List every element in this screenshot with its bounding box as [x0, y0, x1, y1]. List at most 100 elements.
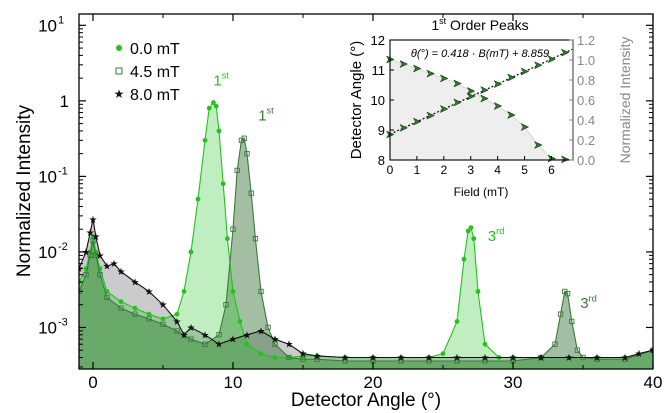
inset-x-tick-label: 1	[414, 163, 421, 177]
data-point: ★	[271, 335, 280, 346]
data-point	[225, 236, 230, 242]
inset-point	[520, 67, 530, 76]
data-point: ★	[86, 228, 95, 239]
data-point	[132, 311, 138, 317]
inset-point	[412, 64, 422, 73]
data-point	[398, 358, 404, 364]
y-tick-label: 10	[38, 318, 57, 337]
data-point	[202, 137, 208, 143]
data-point: ★	[313, 351, 322, 362]
data-point	[104, 294, 110, 301]
inset-point	[506, 73, 516, 82]
data-point	[454, 358, 460, 364]
data-point	[230, 226, 236, 232]
x-tick-label: 20	[364, 373, 383, 392]
data-point	[216, 128, 222, 134]
data-point	[272, 341, 278, 347]
data-point: ★	[201, 330, 210, 341]
inset-y2-tick-label: 0.8	[577, 73, 595, 88]
data-point	[188, 249, 194, 255]
inset-x-tick-label: 5	[521, 163, 528, 177]
data-point	[258, 351, 264, 357]
main-plot-areas	[79, 102, 653, 369]
data-point: ★	[103, 262, 112, 273]
inset-point	[520, 122, 530, 132]
y-tick-label: 1	[60, 92, 69, 111]
inset-point	[466, 92, 476, 101]
data-point: ★	[397, 353, 406, 364]
data-point	[426, 358, 432, 364]
data-point	[237, 319, 243, 324]
data-point	[174, 311, 180, 317]
data-point: ★	[117, 267, 126, 278]
legend-marker	[115, 67, 123, 75]
inset-point	[560, 48, 570, 57]
data-point: ★	[369, 353, 378, 364]
data-point: ★	[425, 353, 434, 364]
inset-y2-tick-label: 0.0	[577, 153, 595, 168]
data-point	[181, 289, 187, 294]
data-point: ★	[131, 277, 140, 288]
inset-y-tick-label: 11	[372, 63, 386, 78]
data-point	[244, 151, 250, 157]
series-area-0	[79, 102, 653, 369]
inset-point	[426, 69, 435, 78]
inset-point	[493, 80, 503, 89]
y-tick-exponent: 1	[58, 14, 64, 26]
inset-y-tick-label: 9	[378, 123, 385, 138]
data-point	[461, 256, 467, 262]
data-point	[213, 103, 219, 109]
data-point	[248, 190, 254, 196]
inset-point	[480, 94, 489, 103]
data-point	[230, 289, 236, 294]
y-tick-exponent: -2	[58, 241, 68, 253]
data-point	[252, 235, 259, 242]
inset-point	[493, 101, 503, 111]
x-tick-label: 0	[88, 373, 97, 392]
series-area-1	[79, 138, 653, 369]
data-point	[482, 341, 488, 347]
data-point: ★	[621, 353, 630, 364]
peak-order-label: 3rd	[488, 226, 505, 245]
inset-point	[453, 79, 462, 88]
data-point: ★	[299, 349, 308, 360]
main-plot-frame	[78, 13, 654, 370]
inset-y2-tick-label: 1.0	[577, 53, 595, 68]
data-point: ★	[82, 247, 91, 258]
inset-title: 1st Order Peaks	[431, 16, 528, 33]
data-point	[90, 238, 96, 244]
series-line-1	[79, 137, 653, 362]
inset-point	[412, 117, 422, 126]
data-point	[342, 358, 348, 364]
data-point: ★	[215, 340, 224, 351]
inset-y-axis-label: Detector Angle (°)	[348, 41, 365, 160]
y-tick-label: 10	[38, 167, 57, 186]
x-tick-label: 30	[504, 373, 523, 392]
data-point	[118, 305, 124, 311]
inset-x-axis-label: Field (mT)	[454, 185, 509, 199]
data-point	[220, 181, 226, 187]
data-point	[195, 196, 201, 202]
data-point	[569, 318, 575, 325]
data-point	[552, 341, 558, 347]
data-point: ★	[159, 300, 168, 311]
x-tick-label: 40	[644, 373, 663, 392]
y-tick-exponent: -3	[58, 316, 68, 328]
data-point	[83, 272, 89, 278]
inset-x-tick-label: 2	[440, 163, 447, 177]
data-point: ★	[481, 353, 490, 364]
inset-point	[439, 104, 449, 114]
inset-point	[480, 86, 489, 95]
data-point	[206, 105, 212, 111]
data-point	[241, 135, 247, 141]
inset-y2-tick-label: 0.2	[577, 133, 595, 148]
data-point	[557, 311, 564, 317]
legend-marker	[116, 45, 122, 51]
inset-point	[466, 86, 476, 96]
data-point: ★	[453, 353, 462, 364]
inset-point	[533, 61, 543, 70]
peak-order-label: 1st	[258, 106, 274, 125]
